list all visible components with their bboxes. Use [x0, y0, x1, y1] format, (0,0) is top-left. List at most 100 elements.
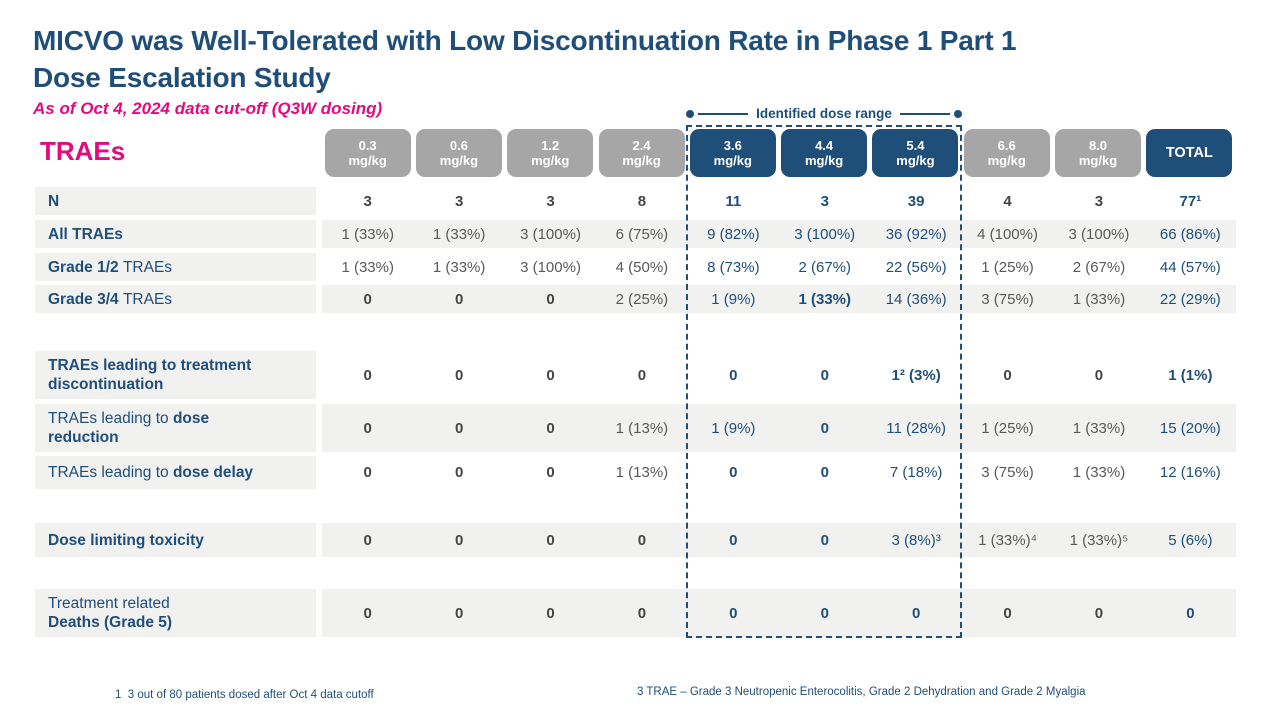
cell-grade-3-4-traes-0.6: 0: [454, 290, 464, 308]
cell-traes-dose-delay-5.4: 7 (18%): [889, 464, 943, 481]
column-header-text: 2.4: [632, 138, 651, 153]
row-label-part: N: [48, 192, 60, 210]
column-header-4.4: 4.4 mg/kg: [781, 129, 868, 177]
cell-grade-1-2-traes-8.0: 2 (67%): [1072, 258, 1126, 276]
table-row-treatment-related-deaths: Treatment related Deaths (Grade 5) 0 0 0 0 0 0 0…: [35, 589, 1236, 637]
column-header-text: 3.6: [723, 138, 742, 153]
cell-traes-dose-reduction-3.6: 1 (9%): [711, 419, 756, 437]
column-header-slot-8.0: 8.0 mg/kg: [1052, 129, 1143, 177]
table-row-dose-limiting-toxicity: Dose limiting toxicity 0 0 0 0 0 0 3 (8%)³ 1 (33…: [35, 523, 1236, 557]
column-header-0.3: 0.3 mg/kg: [324, 129, 411, 177]
column-header-5.4: 5.4 mg/kg: [872, 129, 959, 177]
row-label-treatment-related-deaths: Treatment related Deaths (Grade 5): [35, 589, 316, 637]
cell-all-traes-0.6: 1 (33%): [432, 225, 486, 243]
cell-treatment-related-deaths-1.2: 0: [546, 604, 555, 622]
row-label-text: Grade 3/4 TRAEs: [48, 290, 172, 309]
column-header-slot-total: TOTAL: [1144, 129, 1235, 177]
row-label-part: TRAEs leading to: [48, 464, 173, 481]
cell-treatment-related-deaths-8.0: 0: [1094, 604, 1104, 622]
cell-traes-dose-delay-3.6: 0: [729, 464, 738, 481]
footnotes-left: 1 3 out of 80 patients dosed after Oct 4…: [115, 657, 542, 720]
cell-all-traes-total: 66 (86%): [1159, 225, 1221, 243]
table-rows: N 3 3 3 8 11 3 39 4 3 77¹ All TRAEs 1 (33%) 1 (33%) 3 …: [35, 187, 1236, 637]
cell-n-total: 77¹: [1179, 192, 1202, 210]
cell-traes-discontinuation-total: 1 (1%): [1168, 366, 1213, 384]
row-label-grade-3-4-traes: Grade 3/4 TRAEs: [35, 285, 316, 313]
table-row-all-traes: All TRAEs 1 (33%) 1 (33%) 3 (100%) 6 (75%) 9 …: [35, 220, 1236, 248]
cell-traes-discontinuation-2.4: 0: [637, 366, 647, 384]
row-values-grade-1-2-traes: 1 (33%) 1 (33%) 3 (100%) 4 (50%) 8 (73%) 2 (6…: [322, 253, 1236, 281]
row-values-traes-discontinuation: 0 0 0 0 0 0 1² (3%) 0 0 1 (1%): [322, 351, 1236, 399]
cell-traes-dose-reduction-0.3: 0: [363, 419, 372, 437]
page-title-line2: Dose Escalation Study: [33, 62, 331, 93]
row-label-part: TRAEs leading to treatment: [48, 357, 252, 374]
row-values-dose-limiting-toxicity: 0 0 0 0 0 0 3 (8%)³ 1 (33%)⁴ 1 (33%)⁵ 5 (6%): [322, 523, 1236, 557]
cell-traes-dose-reduction-2.4: 1 (13%): [615, 419, 669, 437]
cell-traes-dose-reduction-0.6: 0: [454, 419, 464, 437]
identified-dose-range-callout: Identified dose range: [686, 106, 962, 121]
cell-dose-limiting-toxicity-1.2: 0: [546, 531, 555, 549]
column-header-1.2: 1.2 mg/kg: [507, 129, 594, 177]
cell-grade-3-4-traes-0.3: 0: [363, 290, 372, 308]
row-label-part: TRAEs: [122, 290, 173, 308]
row-values-treatment-related-deaths: 0 0 0 0 0 0 0 0 0 0: [322, 589, 1236, 637]
cell-treatment-related-deaths-0.6: 0: [454, 604, 464, 622]
cell-grade-3-4-traes-3.6: 1 (9%): [711, 290, 756, 308]
row-label-traes-dose-reduction: TRAEs leading to dose reduction: [35, 404, 316, 452]
column-header-slot-1.2: 1.2 mg/kg: [505, 129, 596, 177]
cell-traes-discontinuation-3.6: 0: [729, 366, 738, 384]
row-label-part: TRAEs leading to: [48, 410, 173, 427]
row-label-text: Dose limiting toxicity: [48, 531, 204, 550]
cell-treatment-related-deaths-6.6: 0: [1003, 604, 1012, 622]
cell-dose-limiting-toxicity-total: 5 (6%): [1168, 531, 1213, 549]
table-heading-traes: TRAEs: [40, 136, 126, 166]
column-header-unit: mg/kg: [804, 153, 844, 168]
cell-traes-dose-reduction-5.4: 11 (28%): [886, 419, 947, 437]
row-label-part: discontinuation: [48, 376, 164, 393]
row-values-n: 3 3 3 8 11 3 39 4 3 77¹: [322, 187, 1236, 215]
cell-grade-1-2-traes-1.2: 3 (100%): [520, 258, 581, 276]
row-label-part: All TRAEs: [48, 225, 123, 243]
cell-grade-1-2-traes-4.4: 2 (67%): [798, 258, 851, 276]
cell-grade-3-4-traes-total: 22 (29%): [1159, 290, 1221, 308]
cell-dose-limiting-toxicity-2.4: 0: [637, 531, 647, 549]
cell-grade-3-4-traes-2.4: 2 (25%): [615, 290, 669, 308]
row-label-dose-limiting-toxicity: Dose limiting toxicity: [35, 523, 316, 557]
row-label-n: N: [35, 187, 316, 215]
column-header-unit: mg/kg: [531, 153, 570, 168]
cell-traes-dose-delay-0.3: 0: [363, 464, 372, 481]
column-header-unit: mg/kg: [896, 153, 935, 168]
table-row-grade-1-2-traes: Grade 1/2 TRAEs 1 (33%) 1 (33%) 3 (100%) 4 (…: [35, 253, 1236, 281]
cell-all-traes-3.6: 9 (82%): [707, 225, 760, 243]
cell-dose-limiting-toxicity-6.6: 1 (33%)⁴: [978, 531, 1038, 549]
cell-grade-3-4-traes-8.0: 1 (33%): [1072, 290, 1126, 308]
column-header-unit: mg/kg: [987, 153, 1026, 168]
cell-treatment-related-deaths-4.4: 0: [820, 604, 829, 622]
row-values-traes-dose-reduction: 0 0 0 1 (13%) 1 (9%) 0 11 (28%) 1 (25%) 1 (33%) 1…: [322, 404, 1236, 452]
row-label-grade-1-2-traes: Grade 1/2 TRAEs: [35, 253, 316, 281]
table-row-grade-3-4-traes: Grade 3/4 TRAEs 0 0 0 2 (25%) 1 (9%) 1 (33%) 14…: [35, 285, 1236, 313]
cell-dose-limiting-toxicity-5.4: 3 (8%)³: [891, 531, 941, 549]
cell-dose-limiting-toxicity-4.4: 0: [820, 531, 829, 549]
column-header-total: TOTAL: [1146, 129, 1233, 177]
cell-dose-limiting-toxicity-3.6: 0: [729, 531, 738, 549]
row-label-part: Grade 1/2: [48, 258, 123, 276]
row-label-part: Dose limiting toxicity: [48, 531, 204, 549]
column-header-unit: mg/kg: [1078, 153, 1118, 168]
row-label-traes-discontinuation: TRAEs leading to treatment discontinuatio…: [35, 351, 316, 399]
range-left-dot-icon: [686, 109, 694, 118]
range-right-dot-icon: [954, 109, 962, 118]
cell-all-traes-2.4: 6 (75%): [615, 225, 669, 243]
cell-traes-dose-delay-2.4: 1 (13%): [615, 464, 669, 481]
column-header-slot-0.6: 0.6 mg/kg: [413, 129, 504, 177]
table-row-n: N 3 3 3 8 11 3 39 4 3 77¹: [35, 187, 1236, 215]
cell-n-3.6: 11: [725, 192, 742, 210]
identified-dose-range-label: Identified dose range: [756, 106, 892, 121]
cell-dose-limiting-toxicity-8.0: 1 (33%)⁵: [1069, 531, 1129, 549]
cell-grade-1-2-traes-5.4: 22 (56%): [885, 258, 947, 276]
cell-grade-3-4-traes-4.4: 1 (33%): [798, 290, 851, 308]
column-header-8.0: 8.0 mg/kg: [1055, 129, 1142, 177]
row-label-text: All TRAEs: [48, 225, 123, 244]
range-left-line: [698, 112, 749, 115]
cell-grade-1-2-traes-0.3: 1 (33%): [341, 258, 394, 276]
